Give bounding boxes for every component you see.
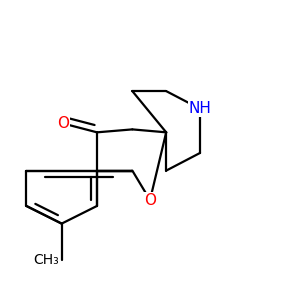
- Text: O: O: [144, 193, 156, 208]
- Text: O: O: [57, 116, 69, 131]
- Text: CH₃: CH₃: [33, 254, 59, 267]
- Text: NH: NH: [189, 101, 211, 116]
